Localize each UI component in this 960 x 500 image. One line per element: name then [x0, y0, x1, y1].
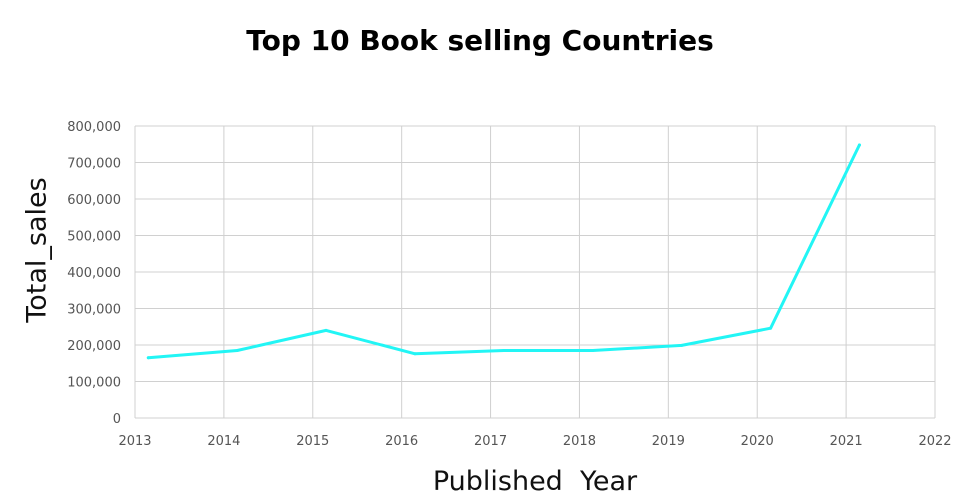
x-tick-label: 2015 — [296, 434, 329, 449]
data-point — [235, 348, 239, 352]
x-tick-label: 2019 — [652, 434, 685, 449]
data-point — [769, 326, 773, 330]
data-point — [146, 356, 150, 360]
y-tick-label: 0 — [113, 412, 121, 427]
x-tick-label: 2020 — [741, 434, 774, 449]
y-tick-label: 400,000 — [67, 266, 121, 281]
y-tick-label: 100,000 — [67, 376, 121, 391]
data-point — [680, 343, 684, 347]
y-tick-label: 500,000 — [67, 230, 121, 245]
y-tick-label: 700,000 — [67, 157, 121, 172]
x-tick-label: 2022 — [918, 434, 951, 449]
x-tick-label: 2013 — [118, 434, 151, 449]
x-axis-title: Published Year — [432, 466, 638, 497]
tick-labels: 0 100,000 200,000 300,000 400,000 500,000 600,… — [67, 120, 951, 449]
x-tick-label: 2018 — [563, 434, 596, 449]
series-line — [146, 143, 861, 360]
y-tick-label: 600,000 — [67, 193, 121, 208]
x-tick-label: 2021 — [830, 434, 863, 449]
y-tick-label: 300,000 — [67, 303, 121, 318]
series-layer — [146, 143, 861, 360]
y-axis-title: Total_sales — [21, 177, 53, 323]
data-point — [324, 328, 328, 332]
data-point — [413, 352, 417, 356]
data-point — [857, 143, 861, 147]
x-tick-label: 2014 — [207, 434, 240, 449]
y-tick-label: 200,000 — [67, 339, 121, 354]
x-tick-label: 2016 — [385, 434, 418, 449]
chart-title: Top 10 Book selling Countries — [246, 24, 714, 57]
data-point — [591, 348, 595, 352]
y-tick-label: 800,000 — [67, 120, 121, 135]
x-tick-label: 2017 — [474, 434, 507, 449]
grid-lines — [134, 125, 936, 419]
data-point — [502, 348, 506, 352]
